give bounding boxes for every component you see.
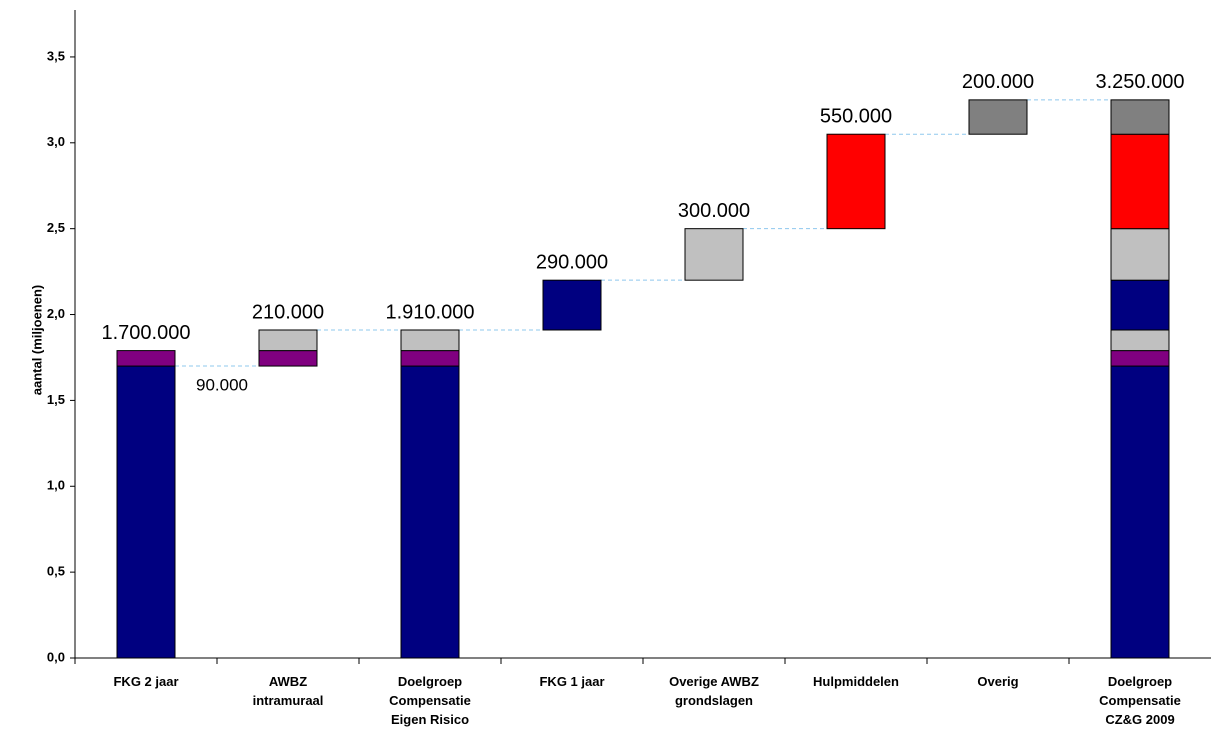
x-tick-label: Doelgroep Compensatie CZ&G 2009 [1099, 674, 1181, 727]
bar-label: 200.000 [962, 71, 1034, 93]
x-tick-label: Doelgroep Compensatie Eigen Risico [389, 674, 471, 727]
bar-label: 290.000 [536, 251, 608, 273]
bar-label: 1.700.000 [102, 322, 191, 344]
bar-segment [1110, 99, 1170, 135]
bar-segment [116, 365, 176, 659]
x-tick-label-line: intramuraal [253, 693, 324, 708]
bar-label: 210.000 [252, 301, 324, 323]
x-tick-label: AWBZ intramuraal [253, 674, 324, 708]
x-tick-label-line: Doelgroep [398, 674, 462, 689]
y-tick-label: 2,0 [47, 306, 65, 321]
x-tick-label-line: grondslagen [675, 693, 753, 708]
y-tick-label: 1,0 [47, 478, 65, 493]
x-tick-label-line: Compensatie [389, 693, 471, 708]
bar-segment [1110, 133, 1170, 230]
y-tick-label: 0,0 [47, 649, 65, 664]
bar-label: 1.910.000 [386, 301, 475, 323]
bar-segment [258, 329, 318, 352]
bar-segment [684, 228, 744, 281]
y-tick-label: 0,5 [47, 564, 65, 579]
x-tick-label: Overig [977, 674, 1018, 689]
bar-segment [542, 279, 602, 331]
x-tick-label-line: FKG 2 jaar [113, 674, 178, 689]
x-tick-label-line: Overige AWBZ [669, 674, 759, 689]
bar-segment [1110, 279, 1170, 331]
x-tick-label-line: Compensatie [1099, 693, 1181, 708]
bar-label: 550.000 [820, 105, 892, 127]
y-tick-label: 2,5 [47, 220, 65, 235]
x-tick-label: Hulpmiddelen [813, 674, 899, 689]
bar-segment [400, 365, 460, 659]
bar-label: 300.000 [678, 200, 750, 222]
bar-segment [400, 329, 460, 352]
bar-segment [116, 350, 176, 367]
x-tick-label-line: FKG 1 jaar [539, 674, 604, 689]
x-tick-label: FKG 2 jaar [113, 674, 178, 689]
x-tick-label-line: Doelgroep [1108, 674, 1172, 689]
bar-segment [826, 133, 886, 230]
bar-segment [400, 350, 460, 367]
y-tick-label: 3,5 [47, 48, 65, 63]
bar-segment [258, 350, 318, 367]
segment-label: 90.000 [196, 376, 248, 395]
x-tick-label-line: CZ&G 2009 [1105, 712, 1174, 727]
x-tick-label-line: Hulpmiddelen [813, 674, 899, 689]
bar-segment [1110, 365, 1170, 659]
bar-segment [1110, 228, 1170, 281]
x-tick-label-line: AWBZ [269, 674, 307, 689]
y-tick-label: 1,5 [47, 392, 65, 407]
bar-label: 3.250.000 [1096, 71, 1185, 93]
bar-segment [968, 99, 1028, 135]
x-tick-label-line: Overig [977, 674, 1018, 689]
bar-segment [1110, 329, 1170, 352]
x-tick-label-line: Eigen Risico [391, 712, 469, 727]
x-tick-label: Overige AWBZ grondslagen [669, 674, 759, 708]
x-tick-label: FKG 1 jaar [539, 674, 604, 689]
bar-segment [1110, 350, 1170, 367]
y-tick-label: 3,0 [47, 134, 65, 149]
y-axis-label: aantal (miljoenen) [29, 285, 44, 396]
